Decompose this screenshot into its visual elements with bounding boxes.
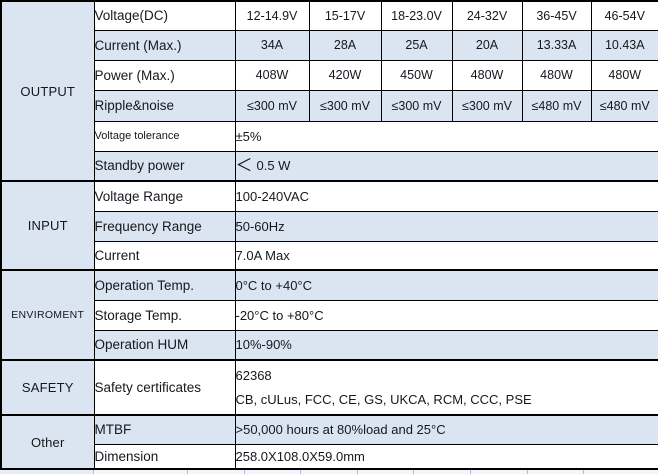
table-row: INPUT Voltage Range 100-240VAC bbox=[0, 180, 658, 271]
value-cell: ≤300 mV bbox=[380, 89, 453, 122]
value-cell: 24-32V bbox=[451, 0, 523, 31]
row-label-mtbf: MTBF bbox=[93, 414, 236, 445]
table-row: Current 7.0A Max bbox=[1, 240, 658, 271]
value-cell: 420W bbox=[308, 59, 382, 91]
table-row: Ripple&noise ≤300 mV ≤300 mV ≤300 mV ≤30… bbox=[1, 89, 658, 122]
value-cell: ＜ 0.5 W bbox=[234, 150, 658, 182]
value-cell: ≤300 mV bbox=[451, 89, 523, 122]
standby-power-value: 0.5 W bbox=[256, 158, 291, 174]
row-label-voltage-dc: Voltage(DC) bbox=[93, 0, 236, 31]
category-cell-safety: SAFETY bbox=[0, 359, 95, 416]
row-label-operation-hum: Operation HUM bbox=[93, 329, 236, 361]
value-cell: 28A bbox=[308, 29, 382, 61]
value-cell: >50,000 hours at 80%load and 25°C bbox=[234, 414, 658, 445]
spreadsheet-gridline-strip bbox=[0, 470, 658, 474]
value-cell: 18-23.0V bbox=[380, 0, 453, 31]
value-cell: 408W bbox=[234, 59, 310, 91]
value-cell: ±5% bbox=[234, 120, 658, 152]
value-cell: 62368 CB, cULus, FCC, CE, GS, UKCA, RCM,… bbox=[234, 359, 658, 416]
category-cell-enviroment: ENVIROMENT bbox=[0, 269, 95, 361]
table-row: Frequency Range 50-60Hz bbox=[1, 210, 658, 242]
row-label-standby-power: Standby power bbox=[93, 150, 236, 182]
table-row: Dimension 258.0X108.0X59.0mm bbox=[1, 443, 658, 470]
value-cell: 100-240VAC bbox=[234, 180, 658, 212]
table-row: Standby power ＜ 0.5 W bbox=[1, 150, 658, 182]
value-cell: 12-14.9V bbox=[234, 0, 310, 31]
value-cell: 46-54V bbox=[590, 0, 658, 31]
value-cell: 7.0A Max bbox=[234, 240, 658, 271]
table-row: Operation HUM 10%-90% bbox=[1, 329, 658, 361]
value-cell: 480W bbox=[521, 59, 592, 91]
value-cell: 50-60Hz bbox=[234, 210, 658, 242]
row-label-ripple-noise: Ripple&noise bbox=[93, 89, 236, 122]
category-cell-output: OUTPUT bbox=[0, 0, 95, 182]
value-cell: ≤480 mV bbox=[590, 89, 658, 122]
value-cell: 450W bbox=[380, 59, 453, 91]
table-row: Current (Max.) 34A 28A 25A 20A 13.33A 10… bbox=[1, 29, 658, 61]
value-cell: 13.33A bbox=[521, 29, 592, 61]
value-cell: ≤300 mV bbox=[234, 89, 310, 122]
table-row: Voltage tolerance ±5% bbox=[1, 120, 658, 152]
value-cell: 10%-90% bbox=[234, 329, 658, 361]
row-label-power-max: Power (Max.) bbox=[93, 59, 236, 91]
table-row: ENVIROMENT Operation Temp. 0°C to +40°C bbox=[0, 269, 658, 361]
category-cell-input: INPUT bbox=[0, 180, 95, 271]
safety-cert-list: CB, cULus, FCC, CE, GS, UKCA, RCM, CCC, … bbox=[235, 391, 532, 407]
category-cell-other: Other bbox=[0, 414, 95, 470]
value-cell: 10.43A bbox=[590, 29, 658, 61]
table-row: SAFETY Safety certificates 62368 CB, cUL… bbox=[0, 359, 658, 416]
value-cell: 36-45V bbox=[521, 0, 592, 31]
value-cell: -20°C to +80°C bbox=[234, 299, 658, 331]
value-cell: 20A bbox=[451, 29, 523, 61]
value-cell: 480W bbox=[590, 59, 658, 91]
row-label-safety-certificates: Safety certificates bbox=[93, 359, 236, 416]
table-row: Power (Max.) 408W 420W 450W 480W 480W 48… bbox=[1, 59, 658, 91]
less-than-sign: ＜ bbox=[235, 156, 253, 176]
value-cell: 480W bbox=[451, 59, 523, 91]
row-label-storage-temp: Storage Temp. bbox=[93, 299, 236, 331]
value-cell: ≤300 mV bbox=[308, 89, 382, 122]
table-row: Other MTBF >50,000 hours at 80%load and … bbox=[0, 414, 658, 470]
value-cell: 258.0X108.0X59.0mm bbox=[234, 443, 658, 470]
row-label-operation-temp: Operation Temp. bbox=[93, 269, 236, 301]
value-cell: 25A bbox=[380, 29, 453, 61]
row-label-voltage-tolerance: Voltage tolerance bbox=[93, 120, 236, 152]
value-cell: 0°C to +40°C bbox=[234, 269, 658, 301]
row-label-voltage-range: Voltage Range bbox=[93, 180, 236, 212]
row-label-current-max: Current (Max.) bbox=[93, 29, 236, 61]
value-cell: 34A bbox=[234, 29, 310, 61]
value-cell: ≤480 mV bbox=[521, 89, 592, 122]
row-label-dimension: Dimension bbox=[93, 443, 236, 470]
row-label-frequency-range: Frequency Range bbox=[93, 210, 236, 242]
table-row: Storage Temp. -20°C to +80°C bbox=[1, 299, 658, 331]
row-label-current: Current bbox=[93, 240, 236, 271]
table-row: OUTPUT Voltage(DC) 12-14.9V 15-17V 18-23… bbox=[0, 0, 658, 182]
value-cell: 15-17V bbox=[308, 0, 382, 31]
safety-standard: 62368 bbox=[235, 367, 272, 383]
